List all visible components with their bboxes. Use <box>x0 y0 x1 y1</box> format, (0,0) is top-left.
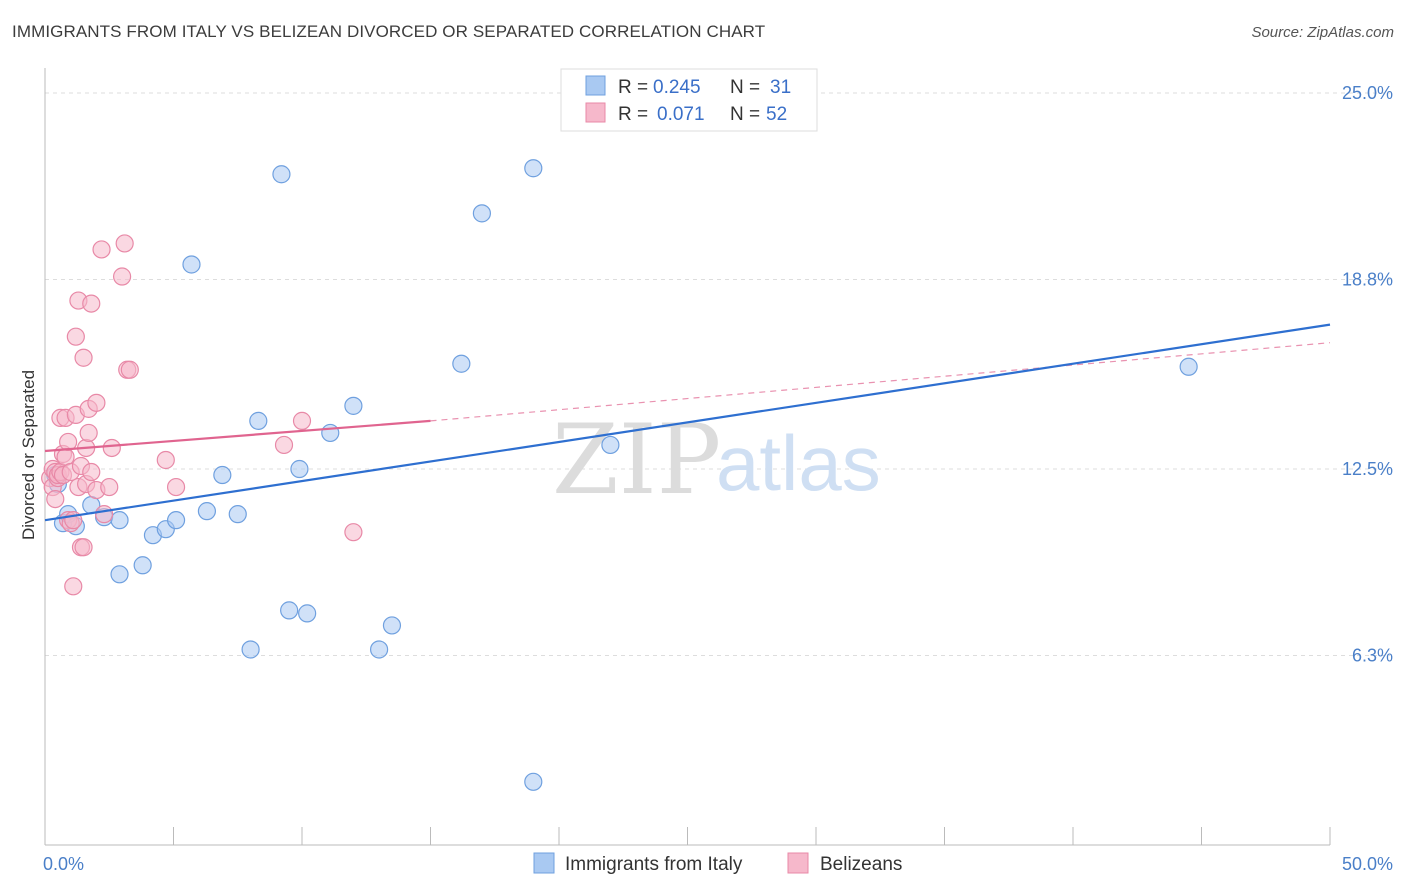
belize-point-31 <box>82 462 101 482</box>
belize-point-13 <box>59 432 78 452</box>
y-tick-label-2: 18.8% <box>1342 270 1393 290</box>
bottom-legend-swatch-italy <box>533 852 555 874</box>
belize-point-34 <box>87 393 106 412</box>
watermark-atlas: atlas <box>716 419 881 507</box>
italy-point-26 <box>382 616 402 635</box>
belize-point-37 <box>100 477 119 497</box>
watermark: ZIP atlas <box>552 404 881 516</box>
belize-point-38 <box>102 438 121 458</box>
series-belize-points <box>41 234 363 596</box>
belize-point-20 <box>66 327 85 346</box>
legend-n-label-belize: N = <box>730 104 760 125</box>
chart-title: IMMIGRANTS FROM ITALY VS BELIZEAN DIVORC… <box>12 22 766 41</box>
belize-point-36 <box>95 505 114 524</box>
italy-point-20 <box>280 601 299 620</box>
italy-point-24 <box>344 396 363 415</box>
belize-point-25 <box>74 348 93 367</box>
italy-point-7 <box>110 511 129 530</box>
italy-point-19 <box>272 165 291 184</box>
belize-point-12 <box>56 447 75 467</box>
italy-point-30 <box>524 772 543 791</box>
x-tick-label-0: 0.0% <box>43 854 84 874</box>
belize-point-26 <box>74 538 93 557</box>
belize-point-35 <box>92 240 111 259</box>
bottom-legend-label-belize: Belizeans <box>820 854 902 875</box>
italy-point-9 <box>133 556 152 575</box>
bottom-legend: Immigrants from Italy Belizeans <box>533 852 902 875</box>
italy-point-23 <box>321 423 340 443</box>
belize-point-43 <box>156 450 175 470</box>
italy-point-15 <box>213 465 232 485</box>
y-tick-labels: 6.3% 12.5% 18.8% 25.0% <box>1342 83 1393 665</box>
x-tick-labels: 0.0% 50.0% <box>43 854 1393 874</box>
belize-point-47 <box>344 523 363 542</box>
legend-r-value-belize: 0.071 <box>657 104 705 125</box>
italy-trend-line <box>44 323 1331 522</box>
italy-point-16 <box>228 505 247 524</box>
italy-point-25 <box>370 640 389 659</box>
italy-point-14 <box>197 502 217 521</box>
legend-swatch-italy <box>585 75 606 96</box>
italy-point-31 <box>601 435 620 455</box>
italy-point-27 <box>452 354 471 373</box>
y-tick-label-0: 6.3% <box>1352 646 1393 666</box>
italy-point-18 <box>249 411 268 430</box>
belize-point-45 <box>274 435 294 455</box>
legend-r-label-italy: R = <box>618 77 648 98</box>
source-label: Source: ZipAtlas.com <box>1251 24 1394 41</box>
belize-trend-line <box>44 419 431 453</box>
y-tick-label-1: 12.5% <box>1342 459 1393 479</box>
legend-box: R = 0.245 N = 31 R = 0.071 N = 52 <box>560 68 818 132</box>
belize-point-39 <box>112 267 132 286</box>
belize-point-44 <box>166 477 186 497</box>
y-tick-label-3: 25.0% <box>1342 83 1393 103</box>
belize-point-32 <box>82 294 101 313</box>
belize-point-18 <box>64 577 83 596</box>
legend-n-value-italy: 31 <box>770 77 791 98</box>
x-tick-label-1: 50.0% <box>1342 854 1393 874</box>
legend-n-label-italy: N = <box>730 77 760 98</box>
italy-point-13 <box>182 255 201 274</box>
gridlines <box>45 92 1390 657</box>
axes <box>44 68 1331 846</box>
belize-point-40 <box>115 234 134 253</box>
legend-r-label-belize: R = <box>618 104 648 125</box>
y-axis-label: Divorced or Separated <box>19 370 38 540</box>
bottom-legend-label-italy: Immigrants from Italy <box>565 854 743 875</box>
trend-lines <box>44 323 1331 522</box>
italy-point-21 <box>290 459 309 479</box>
italy-point-12 <box>166 511 186 530</box>
italy-point-28 <box>472 204 491 223</box>
belize-point-42 <box>120 360 139 379</box>
legend-swatch-belize <box>585 102 606 123</box>
legend-r-value-italy: 0.245 <box>653 77 701 98</box>
bottom-legend-swatch-belize <box>787 852 809 874</box>
italy-point-8 <box>110 565 129 584</box>
belize-point-30 <box>79 423 98 443</box>
belize-point-4 <box>46 489 65 509</box>
italy-point-17 <box>241 640 260 659</box>
belize-trend-extension <box>430 342 1331 422</box>
legend-n-value-belize: 52 <box>766 104 787 125</box>
italy-point-22 <box>298 604 317 623</box>
belize-point-46 <box>292 411 312 430</box>
italy-point-32 <box>1179 357 1198 376</box>
italy-point-29 <box>524 159 543 178</box>
